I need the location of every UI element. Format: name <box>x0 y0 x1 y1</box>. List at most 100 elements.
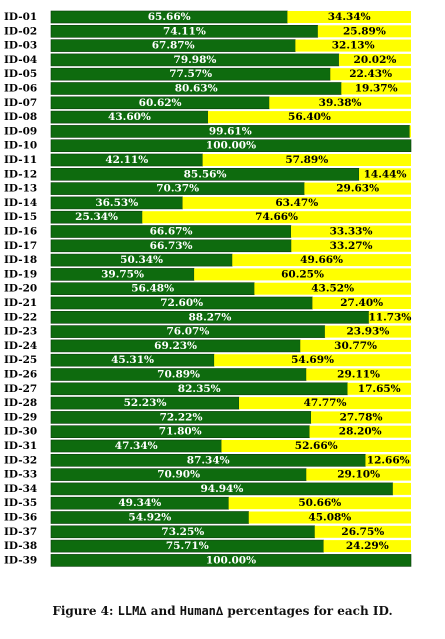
bar-human <box>221 440 411 452</box>
data-label-human: 74.66% <box>255 211 298 223</box>
data-label-llm: 67.87% <box>152 40 195 52</box>
bar-human <box>269 96 411 109</box>
bar-human <box>214 354 411 367</box>
bar-human <box>365 454 411 467</box>
category-label: ID-11 <box>4 154 37 166</box>
bar-human <box>330 68 411 81</box>
bar-human <box>207 111 411 124</box>
data-label-human: 33.33% <box>330 226 373 238</box>
bar-human <box>232 254 411 267</box>
bar-human <box>228 497 411 510</box>
category-label: ID-26 <box>4 369 37 381</box>
data-label-human: 14.44% <box>364 168 407 180</box>
caption-term-llm: LLM∆ <box>117 604 147 618</box>
category-label: ID-22 <box>4 311 37 323</box>
bar-human <box>317 25 411 38</box>
data-label-human: 12.66% <box>367 454 410 466</box>
data-label-human: 54.69% <box>291 354 334 366</box>
data-label-human: 33.27% <box>330 240 373 252</box>
category-label: ID-28 <box>4 397 37 409</box>
caption-suffix: percentages for each ID. <box>223 604 393 618</box>
bar-human <box>392 482 411 495</box>
data-label-human: 25.89% <box>343 25 386 37</box>
data-label-llm: 77.57% <box>169 68 212 80</box>
data-label-human: 57.89% <box>285 154 328 166</box>
category-label: ID-16 <box>4 226 37 238</box>
bar-human <box>300 339 411 352</box>
data-label-llm: 70.89% <box>157 369 200 381</box>
bar-human <box>312 297 411 309</box>
data-label-llm: 87.34% <box>187 454 230 466</box>
category-label: ID-27 <box>4 383 37 395</box>
data-label-human: 39.38% <box>319 97 362 109</box>
data-label-llm: 100.00% <box>206 554 256 566</box>
category-label: ID-13 <box>4 183 37 195</box>
data-label-human: 17.65% <box>358 383 401 395</box>
data-label-human: 47.77% <box>304 397 347 409</box>
category-label: ID-12 <box>4 168 37 180</box>
category-label: ID-19 <box>4 268 37 280</box>
category-label: ID-20 <box>4 283 37 295</box>
bar-human <box>359 168 411 181</box>
data-label-llm: 45.31% <box>111 354 154 366</box>
data-label-human: 49.66% <box>300 254 343 266</box>
bar-human <box>306 368 411 381</box>
bar-human <box>287 11 411 23</box>
bar-llm <box>50 139 412 152</box>
data-label-llm: 94.94% <box>200 483 243 495</box>
data-label-llm: 76.07% <box>166 326 209 338</box>
data-label-llm: 88.27% <box>188 311 231 323</box>
data-label-human: 45.08% <box>308 512 351 524</box>
data-label-llm: 71.80% <box>159 426 202 438</box>
data-label-human: 30.77% <box>334 340 377 352</box>
bar-human <box>194 268 411 281</box>
data-label-human: 27.78% <box>340 411 383 423</box>
data-label-human: 34.34% <box>328 11 371 23</box>
data-label-human: 29.11% <box>337 369 380 381</box>
category-label: ID-01 <box>4 11 37 23</box>
data-label-llm: 56.48% <box>131 283 174 295</box>
category-label: ID-34 <box>4 483 37 495</box>
bar-human <box>202 154 411 166</box>
data-label-llm: 69.23% <box>154 340 197 352</box>
category-label: ID-06 <box>4 83 37 95</box>
category-label: ID-10 <box>4 140 37 152</box>
bar-human <box>314 525 411 538</box>
data-label-llm: 50.34% <box>120 254 163 266</box>
data-label-llm: 39.75% <box>101 268 144 280</box>
bar-llm <box>50 554 412 567</box>
data-label-llm: 85.56% <box>184 168 227 180</box>
bar-human <box>291 239 411 252</box>
category-label: ID-29 <box>4 411 37 423</box>
bar-human <box>295 39 411 52</box>
data-label-llm: 80.63% <box>175 83 218 95</box>
data-label-human: 32.13% <box>332 40 375 52</box>
bar-human <box>142 211 411 224</box>
bar-llm <box>50 368 307 381</box>
data-label-human: 50.66% <box>298 497 341 509</box>
data-label-human: 28.20% <box>339 426 382 438</box>
bar-human <box>341 82 411 95</box>
category-label: ID-03 <box>4 40 37 52</box>
data-label-llm: 74.11% <box>163 25 206 37</box>
data-label-llm: 42.11% <box>105 154 148 166</box>
category-label: ID-02 <box>4 25 37 37</box>
category-label: ID-36 <box>4 512 37 524</box>
bar-human <box>324 325 411 338</box>
category-label: ID-39 <box>4 554 37 566</box>
bar-human <box>182 196 411 209</box>
bar-human <box>409 125 411 138</box>
category-label: ID-38 <box>4 540 37 552</box>
data-label-llm: 79.98% <box>174 54 217 66</box>
data-label-human: 27.40% <box>340 297 383 309</box>
data-label-llm: 54.92% <box>128 512 171 524</box>
bar-human <box>304 182 411 195</box>
data-label-human: 23.93% <box>346 326 389 338</box>
category-label: ID-17 <box>4 240 37 252</box>
bar-human <box>248 511 411 524</box>
category-label: ID-08 <box>4 111 37 123</box>
category-label: ID-30 <box>4 426 37 438</box>
category-label: ID-32 <box>4 454 37 466</box>
data-label-llm: 36.53% <box>95 197 138 209</box>
data-label-llm: 25.34% <box>75 211 118 223</box>
